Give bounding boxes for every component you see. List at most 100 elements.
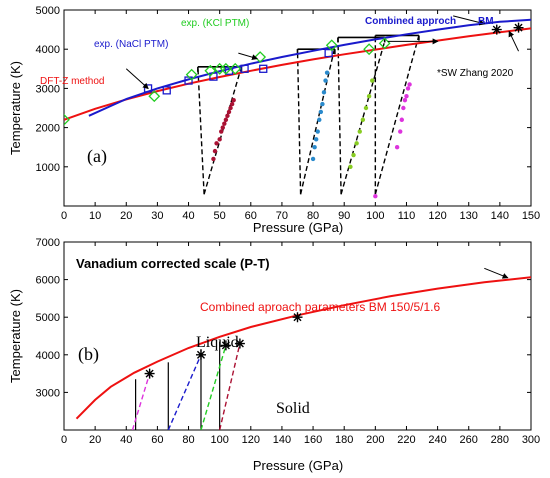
- panel-a-ytick-label: 3000: [36, 83, 60, 95]
- panel-a-dot-point: [351, 152, 356, 158]
- panel-a: 0 10 20 30 40 50 60 70 80 90 100 110 120 130 140 150 100…: [8, 5, 540, 235]
- panel-a-xtick-label: 30: [151, 210, 163, 222]
- panel-b-xtick-label: 20: [89, 434, 101, 446]
- panel-b-xtick-label: 200: [366, 434, 384, 446]
- panel-b-xtick-label: 40: [120, 434, 132, 446]
- dft-z-annotation: DFT-Z method: [40, 76, 104, 87]
- panel-b-xtick-label: 100: [210, 434, 228, 446]
- panel-a-xlabel: Pressure (GPa): [253, 220, 343, 235]
- panel-b-xtick-label: 80: [182, 434, 194, 446]
- panel-a-annotation-arrow: [125, 68, 149, 90]
- panel-b-ylabel: Temperature (K): [8, 289, 23, 383]
- panel-a-ytick-label: 5000: [36, 5, 60, 17]
- panel-a-xtick-label: 130: [460, 210, 478, 222]
- panel-b-ytick-label: 3000: [36, 387, 60, 399]
- panel-a-dot-point: [315, 129, 320, 134]
- panel-a-label: (a): [87, 146, 107, 167]
- zhang-annotation: *SW Zhang 2020: [437, 68, 514, 79]
- panel-a-dot-point: [357, 129, 362, 134]
- panel-b: 0 20 40 60 80 100 120 140 160 180 200 220 240 260 280 3…: [8, 237, 540, 473]
- panel-a-dot-point: [313, 137, 319, 142]
- panel-a-dot-point: [401, 105, 406, 111]
- panel-a-dot-point: [366, 94, 372, 99]
- panel-a-dot-point: [373, 194, 378, 199]
- panel-a-dot-point: [354, 141, 359, 146]
- panel-a-ticks: 0 10 20 30 40 50 60 70 80 90 100 110 120 130 140 150 100…: [36, 5, 541, 222]
- panel-a-dot-point: [310, 156, 316, 162]
- panel-a-star-point: [513, 22, 524, 33]
- panel-a-xtick-label: 60: [245, 210, 257, 222]
- panel-b-star-point: [234, 338, 245, 349]
- panel-b-plot: [75, 267, 531, 430]
- panel-a-dot-point: [220, 125, 225, 130]
- panel-a-series-line: [64, 27, 531, 121]
- solid-label: Solid: [276, 400, 310, 417]
- panel-a-dot-point: [324, 70, 330, 75]
- panel-a-dot-point: [404, 94, 409, 99]
- panel-b-dashed-line: [218, 343, 241, 430]
- panel-a-xtick-label: 10: [89, 210, 101, 222]
- panel-b-xtick-label: 180: [335, 434, 353, 446]
- panel-a-dot-point: [225, 113, 230, 119]
- panel-a-dot-point: [318, 109, 324, 115]
- panel-a-dot-point: [321, 90, 327, 95]
- panel-a-plot-area: [64, 18, 531, 199]
- panel-a-xtick-label: 150: [522, 210, 540, 222]
- panel-b-xtick-label: 160: [304, 434, 322, 446]
- panel-b-label: (b): [78, 344, 99, 365]
- panel-b-star-point: [220, 340, 231, 351]
- panel-a-dashed-line: [374, 35, 420, 195]
- panel-a-dot-point: [323, 78, 328, 83]
- panel-a-annotation-arrow: [238, 52, 258, 61]
- panel-a-dot-point: [398, 129, 403, 134]
- panel-a-xtick-label: 100: [366, 210, 384, 222]
- panel-b-xtick-label: 60: [151, 434, 163, 446]
- panel-a-dot-point: [405, 86, 411, 91]
- panel-a-dashed-line: [296, 49, 302, 195]
- panel-a-diamond-point: [219, 62, 232, 75]
- panel-b-xtick-label: 220: [397, 434, 415, 446]
- panel-b-dashed-line: [131, 373, 151, 430]
- panel-a-dot-point: [394, 145, 400, 150]
- panel-b-star-point: [144, 368, 155, 379]
- panel-a-xtick-label: 40: [182, 210, 194, 222]
- panel-a-dot-point: [320, 101, 325, 107]
- panel-a-dashed-line: [337, 37, 342, 195]
- panel-a-dot-point: [360, 117, 366, 122]
- panel-a-dot-point: [231, 97, 236, 103]
- panel-a-diamond-point: [229, 62, 242, 75]
- panel-a-diamond-point: [204, 64, 217, 77]
- panel-a-ytick-label: 1000: [36, 162, 60, 174]
- panel-a-dot-point: [211, 156, 216, 162]
- panel-a-dot-point: [214, 141, 219, 146]
- panel-a-plot: [64, 15, 531, 199]
- panel-b-xlabel: Pressure (GPa): [253, 458, 343, 473]
- panel-a-xtick-label: 80: [307, 210, 319, 222]
- panel-b-ticks: 0 20 40 60 80 100 120 140 160 180 200 220 240 260 280 3…: [36, 237, 541, 446]
- panel-b-ytick-label: 6000: [36, 275, 60, 287]
- panel-a-xtick-label: 20: [120, 210, 132, 222]
- panel-a-xtick-label: 70: [276, 210, 288, 222]
- panel-a-dot-point: [228, 105, 233, 111]
- panel-a-dot-point: [402, 97, 408, 103]
- bm-annotation: BM: [478, 16, 494, 27]
- panel-a-dot-point: [217, 137, 222, 142]
- panel-b-star-point: [292, 312, 303, 323]
- panel-a-diamond-point: [148, 90, 161, 103]
- panel-a-dot-point: [212, 148, 218, 154]
- panel-a-dot-point: [219, 129, 224, 134]
- panel-b-star-point: [195, 349, 206, 360]
- panel-b-plot-area: [75, 276, 531, 430]
- panel-b-dashed-line: [167, 354, 202, 430]
- panel-a-square-point: [324, 48, 333, 58]
- panel-a-series-line: [88, 18, 531, 117]
- panel-a-annotation-arrow: [508, 30, 519, 52]
- panel-a-xtick-label: 90: [338, 210, 350, 222]
- panel-b-title: Vanadium corrected scale (P-T): [76, 256, 270, 271]
- panel-a-xtick-label: 110: [398, 210, 416, 222]
- panel-a-dot-point: [370, 78, 375, 83]
- panel-b-xtick-label: 300: [522, 434, 540, 446]
- panel-b-ytick-label: 7000: [36, 237, 60, 249]
